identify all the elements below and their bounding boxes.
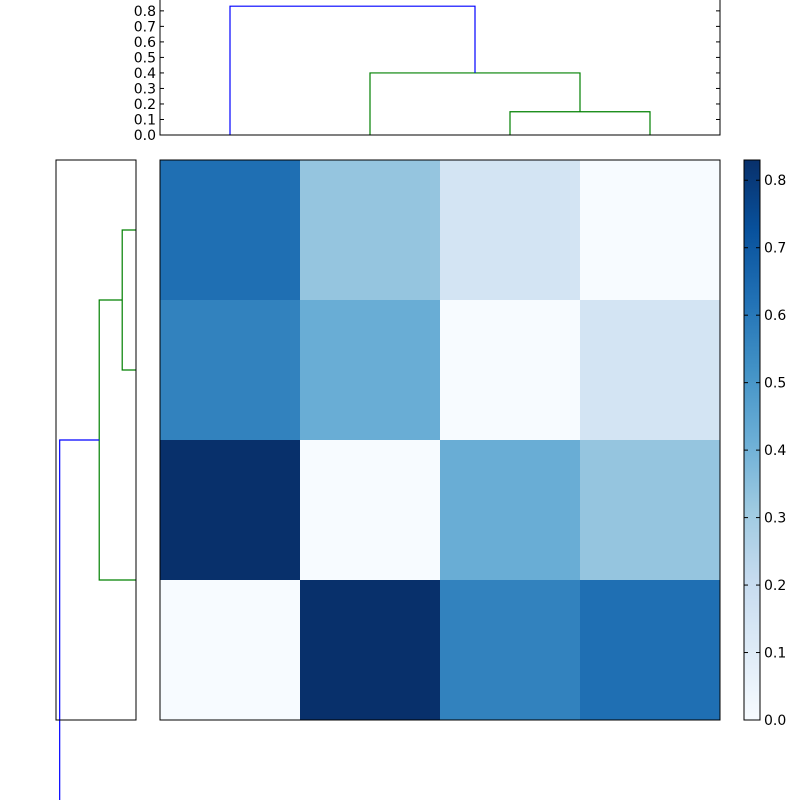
left-dendrogram-links — [59, 229, 136, 800]
colorbar-tick-label: 0.8 — [764, 173, 786, 189]
top-dendrogram-y-axis: 0.00.10.20.30.40.50.60.70.8 — [134, 4, 720, 144]
heatmap-cell — [160, 580, 300, 720]
heatmap-cell — [300, 300, 440, 440]
heatmap-cells — [160, 160, 720, 720]
top-dendrogram-tick-label: 0.6 — [134, 35, 156, 51]
top-dendrogram-tick-label: 0.2 — [134, 97, 156, 113]
heatmap-cell — [440, 160, 580, 300]
top-dendrogram-tick-label: 0.1 — [134, 112, 156, 128]
colorbar-tick-label: 0.5 — [764, 376, 786, 392]
heatmap-cell — [580, 160, 720, 300]
top-dendrogram-background — [160, 0, 720, 135]
colorbar-tick-label: 0.2 — [764, 578, 786, 594]
top-dendrogram: 0.00.10.20.30.40.50.60.70.8 — [134, 0, 721, 144]
top-dendrogram-tick-label: 0.0 — [134, 128, 156, 144]
heatmap-cell — [580, 300, 720, 440]
heatmap-cell — [580, 440, 720, 580]
heatmap-cell — [160, 160, 300, 300]
top-dendrogram-tick-label: 0.4 — [134, 66, 156, 82]
colorbar-gradient — [744, 160, 760, 720]
top-dendrogram-tick-label: 0.5 — [134, 50, 156, 66]
left-dendrogram-link — [121, 229, 136, 371]
colorbar: 0.0 0.1 0.2 0.3 0.4 0.5 0.6 0.7 0.8 — [743, 159, 786, 729]
left-dendrogram-link — [98, 299, 136, 581]
heatmap-frame — [159, 159, 721, 721]
heatmap-cell — [300, 160, 440, 300]
left-dendrogram-link — [59, 439, 100, 800]
heatmap-cell — [440, 580, 580, 720]
colorbar-tick-label: 0.0 — [764, 713, 786, 729]
top-dendrogram-links — [229, 5, 651, 135]
colorbar-tick-label: 0.6 — [764, 308, 786, 324]
colorbar-tick-label: 0.1 — [764, 646, 786, 662]
heatmap-cell — [160, 300, 300, 440]
heatmap-cell — [300, 440, 440, 580]
left-dendrogram-frame — [55, 159, 137, 721]
colorbar-tick-label: 0.3 — [764, 511, 786, 527]
top-dendrogram-frame — [159, 0, 721, 136]
heatmap-cell — [440, 440, 580, 580]
top-dendrogram-tick-label: 0.8 — [134, 4, 156, 20]
colorbar-frame — [743, 159, 761, 721]
heatmap-cell — [440, 300, 580, 440]
heatmap-cell — [160, 440, 300, 580]
colorbar-tick-label: 0.4 — [764, 443, 786, 459]
colorbar-ticks: 0.0 0.1 0.2 0.3 0.4 0.5 0.6 0.7 0.8 — [744, 173, 786, 729]
top-dendrogram-tick-label: 0.3 — [134, 81, 156, 97]
top-dendrogram-link — [229, 5, 476, 135]
colorbar-tick-label: 0.7 — [764, 241, 786, 257]
heatmap-cell — [580, 580, 720, 720]
left-dendrogram — [55, 159, 137, 800]
heatmap-cell — [300, 580, 440, 720]
heatmap — [159, 159, 721, 721]
top-dendrogram-tick-label: 0.7 — [134, 19, 156, 35]
